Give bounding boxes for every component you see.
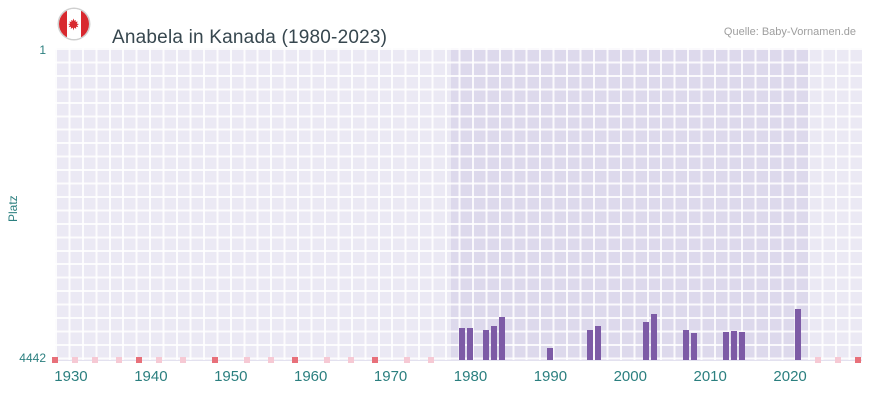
unranked-mark[interactable] [243, 357, 250, 363]
x-tick-label: 1940 [134, 368, 168, 385]
rank-bar[interactable] [683, 329, 690, 360]
x-tick-label: 1950 [214, 368, 248, 385]
unranked-mark[interactable] [91, 357, 98, 363]
unranked-mark[interactable] [323, 357, 330, 363]
unranked-mark[interactable] [115, 357, 122, 363]
x-tick-label: 2020 [773, 368, 807, 385]
rank-bar[interactable] [739, 331, 746, 360]
maple-leaf-icon [68, 18, 80, 30]
y-axis-title: Platz [6, 195, 20, 222]
rank-bar[interactable] [651, 314, 658, 360]
flag-red-band-right [80, 9, 89, 39]
x-tick-label: 1970 [373, 368, 408, 385]
unranked-mark[interactable] [135, 357, 142, 363]
rank-bar[interactable] [547, 347, 554, 360]
unranked-mark[interactable] [347, 357, 354, 363]
rank-bar[interactable] [595, 325, 602, 360]
rank-bar[interactable] [491, 325, 498, 360]
rank-bar[interactable] [483, 329, 490, 360]
unranked-mark[interactable] [291, 357, 298, 363]
highlight-band [450, 48, 811, 360]
source-credit: Quelle: Baby-Vornamen.de [723, 26, 856, 38]
rank-bar[interactable] [731, 331, 738, 360]
flag-red-band-left [59, 9, 68, 39]
rank-bar[interactable] [691, 332, 698, 360]
unranked-mark[interactable] [815, 357, 822, 363]
rank-bar[interactable] [499, 316, 506, 360]
chart-title: Anabela in Kanada (1980-2023) [112, 26, 388, 48]
rank-bar[interactable] [587, 330, 594, 360]
unranked-mark[interactable] [52, 357, 58, 363]
x-tick-label: 1980 [453, 368, 488, 385]
unranked-mark[interactable] [427, 357, 434, 363]
rank-bar[interactable] [467, 327, 474, 360]
unranked-mark[interactable] [211, 357, 218, 363]
unranked-mark[interactable] [71, 357, 78, 363]
rank-bar[interactable] [723, 331, 730, 360]
canada-flag-icon [59, 9, 89, 39]
flag-white-center [67, 9, 81, 39]
y-axis-min-label: 4442 [19, 351, 46, 365]
unranked-mark[interactable] [179, 357, 186, 363]
x-tick-label: 1960 [293, 368, 328, 385]
unranked-mark[interactable] [835, 357, 842, 363]
x-tick-label: 2010 [693, 368, 727, 385]
unranked-mark[interactable] [371, 357, 378, 363]
plot-area [52, 48, 862, 363]
rank-bar[interactable] [459, 327, 466, 360]
unranked-mark[interactable] [855, 357, 861, 363]
x-axis: 1930 1940 1950 1960 1970 1980 1990 2000 2010 2020 [54, 368, 862, 392]
unranked-mark[interactable] [267, 357, 274, 363]
x-tick-label: 1930 [54, 368, 88, 385]
x-tick-label: 1990 [533, 368, 568, 385]
x-tick-label: 2000 [613, 368, 647, 385]
unranked-mark[interactable] [155, 357, 162, 363]
rank-bar[interactable] [643, 321, 650, 360]
y-axis-max-label: 1 [39, 43, 46, 57]
rank-bar[interactable] [795, 308, 802, 360]
unranked-mark[interactable] [403, 357, 410, 363]
